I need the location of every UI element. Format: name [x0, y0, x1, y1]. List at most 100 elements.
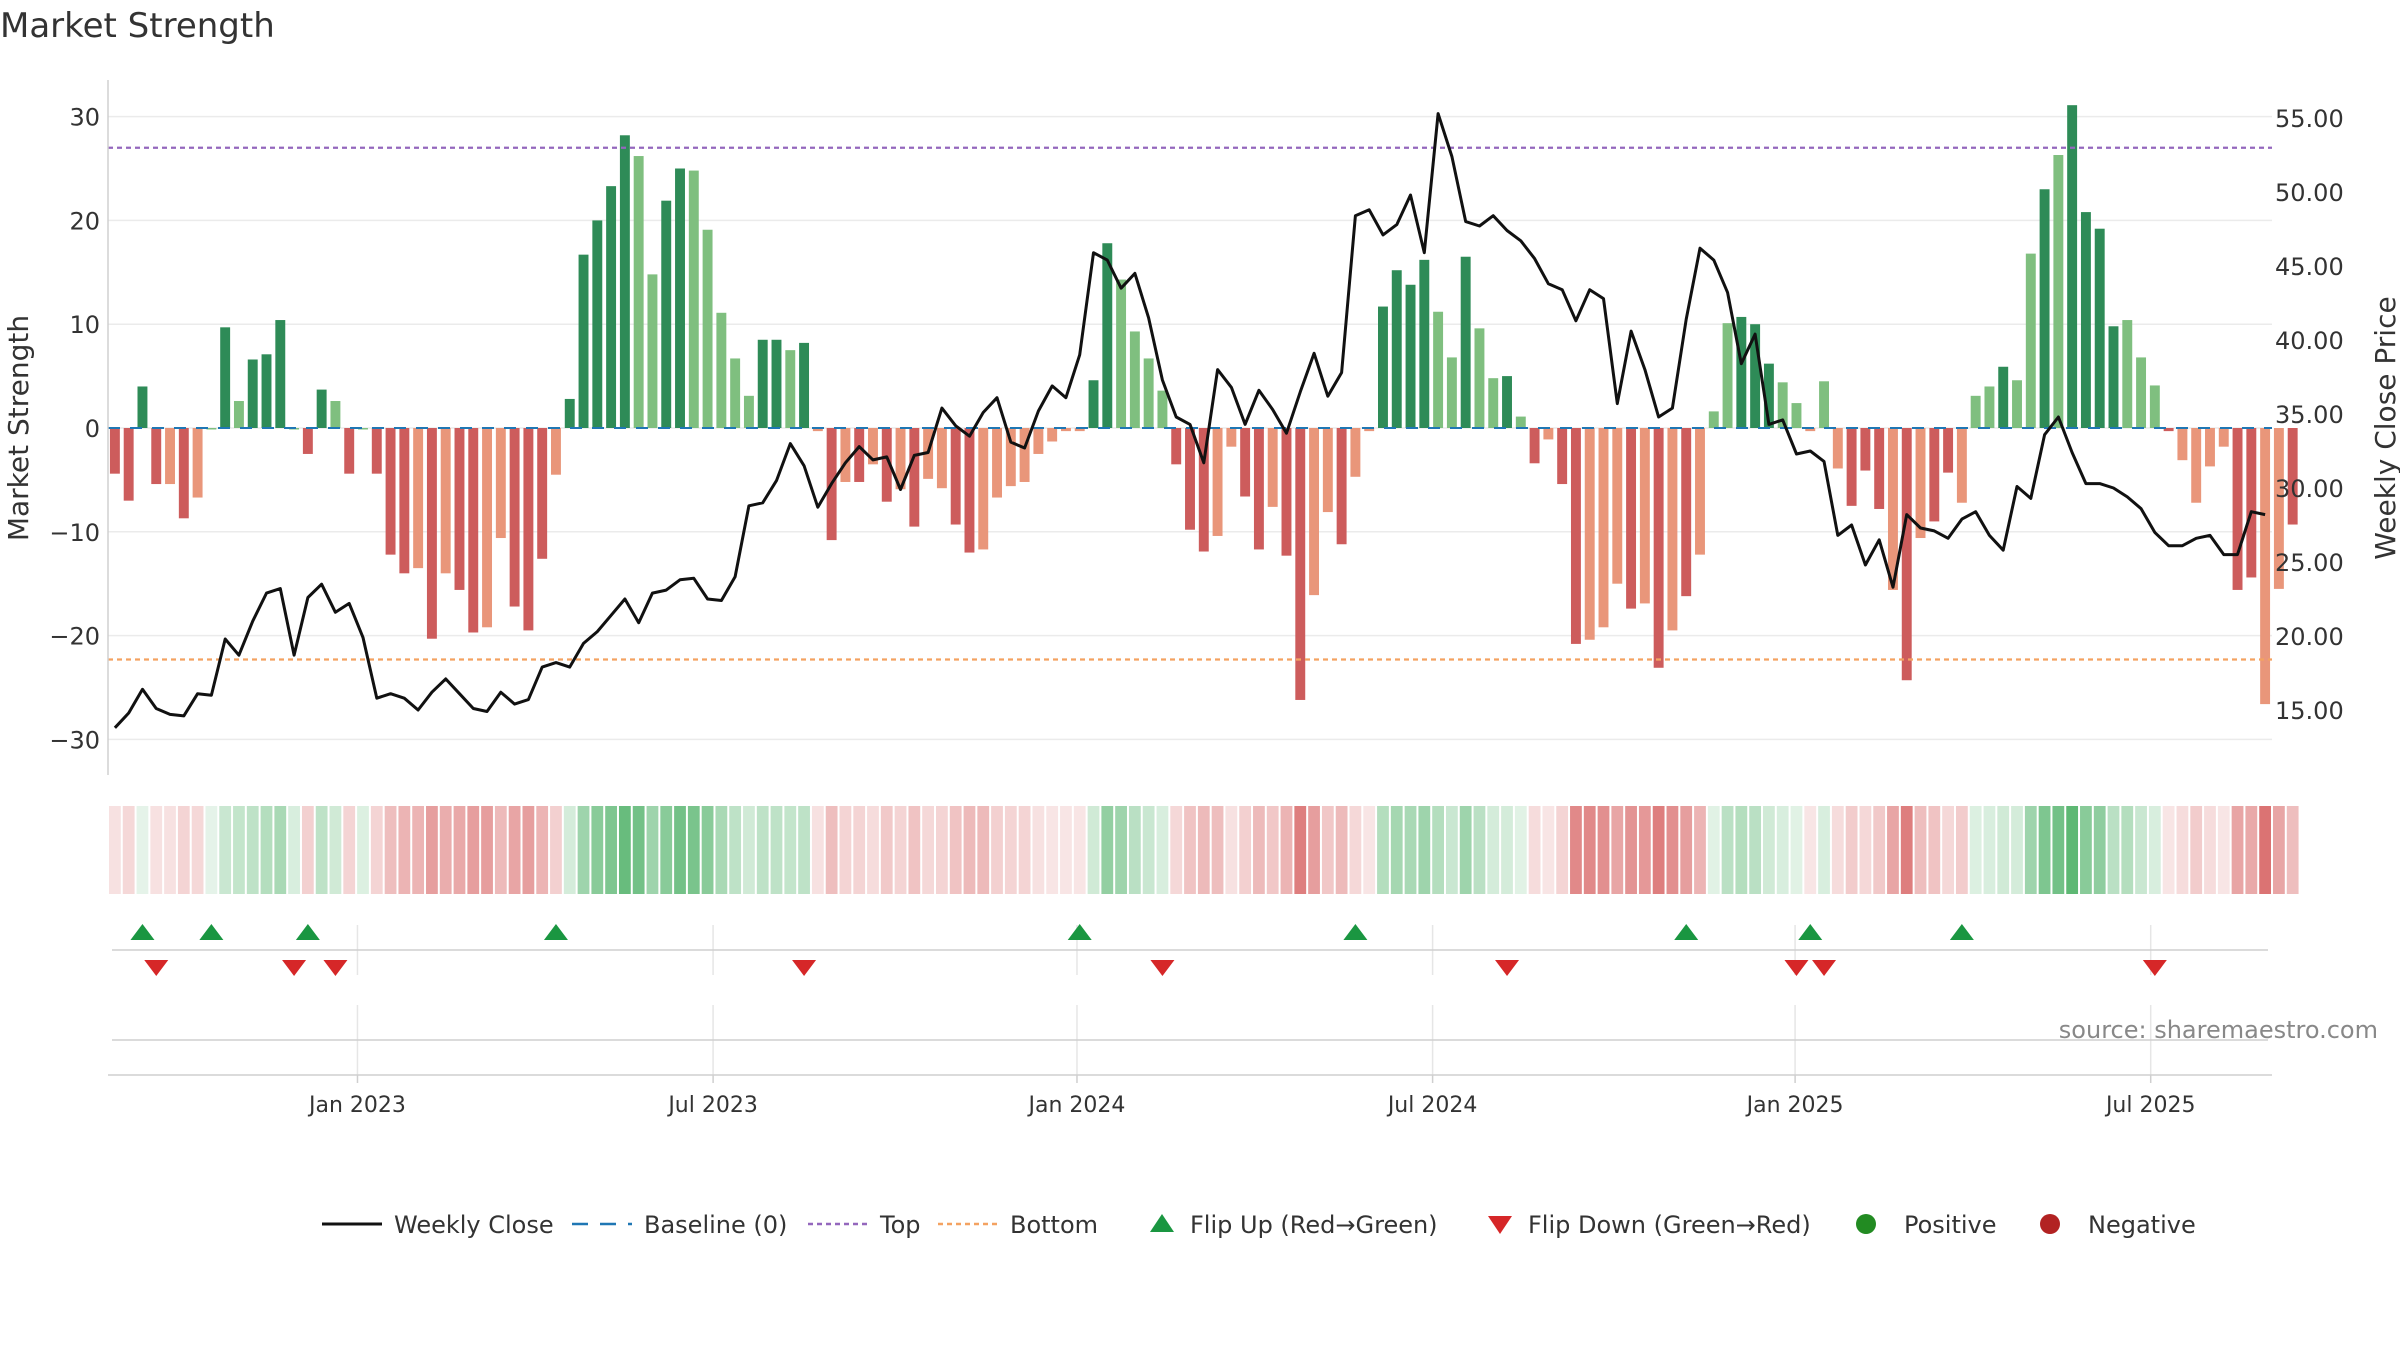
strength-bar — [1295, 428, 1306, 700]
flip-up-marker — [1343, 924, 1368, 940]
y-axis-label: Market Strength — [2, 315, 35, 541]
strength-bar — [688, 170, 699, 429]
strength-bar — [1736, 316, 1747, 428]
heat-cell — [1763, 806, 1775, 894]
strength-bar — [1253, 428, 1264, 550]
heat-cell — [811, 806, 824, 894]
flip-down-marker — [792, 960, 817, 976]
heat-cell — [522, 806, 535, 894]
strength-bar — [413, 428, 424, 569]
strength-bar — [730, 358, 741, 428]
strength-bar — [1405, 284, 1416, 428]
heat-cell — [2217, 806, 2230, 894]
strength-bar — [1419, 259, 1430, 428]
heat-cell — [605, 806, 617, 894]
strength-bar — [854, 428, 865, 482]
x-axis: Jan 2023 Jul 2023 Jan 2024 Jul 2024 Jan 2025… — [108, 1039, 2272, 1118]
strength-bar — [1570, 428, 1581, 644]
strength-bar — [1267, 428, 1278, 507]
strength-bar — [785, 350, 796, 428]
strength-bar — [1970, 395, 1981, 428]
legend-label: Negative — [2088, 1211, 2196, 1239]
x-tick-label: Jul 2024 — [1386, 1093, 1478, 1118]
heat-cell — [1501, 806, 1513, 894]
strength-bar — [206, 428, 217, 430]
strength-bar — [1584, 428, 1595, 640]
strength-bar — [371, 428, 382, 474]
strength-bar — [385, 428, 396, 555]
heat-cell — [2024, 806, 2037, 894]
flip-up-marker — [295, 924, 320, 940]
heat-cell — [1308, 806, 1320, 894]
heat-cell — [936, 806, 948, 894]
y-tick-label: −30 — [49, 726, 100, 754]
heat-cell — [1625, 806, 1637, 894]
heat-cell — [550, 806, 562, 894]
heat-cell — [233, 806, 245, 894]
weekly-close-line — [113, 112, 2266, 729]
strength-bar — [2273, 428, 2284, 589]
heat-cell — [743, 806, 755, 894]
y2-tick-label: 55.00 — [2275, 105, 2344, 133]
heat-cell — [343, 806, 356, 894]
heat-cell — [1349, 806, 1362, 894]
heat-cell — [1749, 806, 1762, 894]
flip-up-marker — [543, 924, 568, 940]
strength-bar — [1695, 428, 1705, 555]
strength-bar — [151, 428, 162, 485]
heat-cell — [1583, 806, 1596, 894]
heat-cell — [2162, 806, 2175, 894]
x-tick-label: Jan 2024 — [1027, 1093, 1126, 1118]
strength-bar — [619, 135, 630, 428]
heat-cell — [467, 806, 480, 894]
x-tick-label: Jul 2023 — [666, 1093, 758, 1118]
heat-cell — [1790, 806, 1803, 894]
strength-bar — [1322, 428, 1333, 513]
y-tick-label: 10 — [69, 311, 100, 339]
strength-bar — [1750, 324, 1761, 428]
heat-cell — [1115, 806, 1127, 894]
heat-cell — [715, 806, 728, 894]
strength-bar — [1033, 428, 1044, 454]
strength-bar — [440, 428, 451, 574]
heat-cell — [453, 806, 466, 894]
strength-bar — [1088, 380, 1099, 428]
heat-cell — [1928, 806, 1941, 894]
heat-cell — [1914, 806, 1927, 894]
heat-cell — [1087, 806, 1100, 894]
heat-cell — [384, 806, 397, 894]
legend-flip-down: Flip Down (Green→Red) — [1488, 1211, 1811, 1239]
heat-cell — [1514, 806, 1527, 894]
strength-bar — [2080, 212, 2091, 428]
heat-cell — [1445, 806, 1458, 894]
strength-bar — [564, 398, 575, 428]
strength-bar — [978, 428, 989, 550]
x-tick-label: Jan 2023 — [307, 1093, 406, 1118]
strength-bar — [1874, 428, 1885, 509]
heat-cell — [1018, 806, 1031, 894]
strength-bar — [647, 274, 658, 428]
heat-cell — [949, 806, 962, 894]
heat-cell — [770, 806, 783, 894]
legend-label: Flip Down (Green→Red) — [1528, 1211, 1811, 1239]
heat-cell — [260, 806, 273, 894]
heat-cell — [674, 806, 686, 894]
heat-cell — [977, 806, 990, 894]
strength-bar — [1336, 428, 1347, 545]
strength-bar — [1998, 366, 2009, 428]
heat-cell — [536, 806, 549, 894]
heat-cell — [756, 806, 769, 894]
heat-cell — [1611, 806, 1624, 894]
strength-bar — [840, 428, 851, 482]
heat-cell — [109, 806, 121, 894]
heat-cell — [2011, 806, 2023, 894]
strength-bar — [1901, 428, 1912, 681]
legend-label: Weekly Close — [394, 1211, 554, 1239]
strength-bar — [123, 428, 134, 501]
strength-bar — [1832, 428, 1843, 469]
strength-bar — [936, 428, 947, 489]
strength-bar — [771, 339, 782, 428]
heat-cell — [1377, 806, 1389, 894]
strength-bar — [895, 428, 906, 490]
